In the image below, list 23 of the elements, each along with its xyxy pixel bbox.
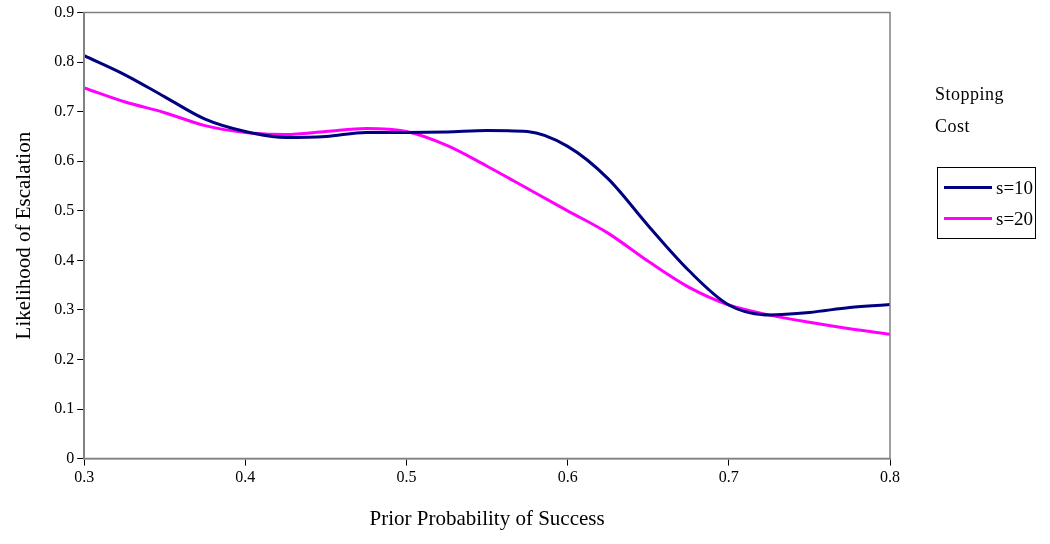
y-tick-label: 0.2 <box>54 349 75 367</box>
x-tick-label: 0.4 <box>235 468 256 486</box>
legend-title: Stopping Cost <box>935 83 1005 138</box>
x-tick-label: 0.3 <box>74 468 95 486</box>
legend-label: s=20 <box>996 207 1034 230</box>
x-tick-label: 0.5 <box>396 468 417 486</box>
y-tick-label: 0.4 <box>54 250 75 268</box>
line-series <box>84 86 890 336</box>
y-tick-label: 0.7 <box>54 101 75 119</box>
y-tick-label: 0.6 <box>54 151 75 169</box>
y-tick-label: 0.5 <box>54 201 75 219</box>
y-tick-label: 0.1 <box>54 399 75 417</box>
x-tick-label: 0.8 <box>880 468 900 486</box>
y-tick-label: 0 <box>66 448 75 466</box>
y-tick-label: 0.3 <box>54 300 75 318</box>
y-axis-title: Likelihood of Escalation <box>11 131 36 340</box>
x-tick-label: 0.7 <box>718 468 739 486</box>
legend-label: s=10 <box>996 176 1034 199</box>
x-tick-label: 0.6 <box>557 468 578 486</box>
y-tick-label: 0.8 <box>54 52 75 70</box>
y-tick-label: 0.9 <box>54 2 75 20</box>
line-series <box>84 54 890 317</box>
x-axis-title: Prior Probability of Success <box>369 505 605 530</box>
